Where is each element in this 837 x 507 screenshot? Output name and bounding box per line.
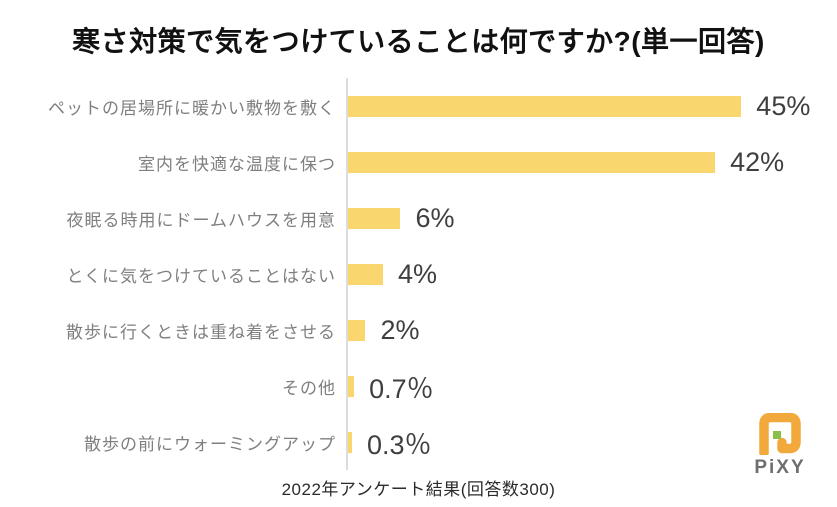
bar-area: 45% [346, 78, 837, 135]
category-label: ペットの居場所に暖かい敷物を敷く [48, 98, 336, 118]
category-label: 夜眠る時用にドームハウスを用意 [66, 210, 336, 230]
value-label: 45% [756, 90, 811, 121]
bar-area: 42% [346, 134, 837, 191]
source-note: 2022年アンケート結果(回答数300) [281, 480, 556, 500]
value-label: 0.7％ [369, 373, 434, 404]
bar-row: その他 0.7％ [0, 358, 837, 415]
bar-rows: ペットの居場所に暖かい敷物を敷く 45% 室内を快適な温度に保つ 42% 夜眠る… [0, 78, 837, 471]
bar-chart: ペットの居場所に暖かい敷物を敷く 45% 室内を快適な温度に保つ 42% 夜眠る… [0, 78, 837, 471]
category-label: 散歩の前にウォーミングアップ [84, 434, 336, 454]
bar-row: ペットの居場所に暖かい敷物を敷く 45% [0, 78, 837, 135]
logo-green-square [773, 431, 781, 439]
bar-row: 散歩の前にウォーミングアップ 0.3％ [0, 414, 837, 471]
value-label: 4% [397, 258, 437, 289]
value-label: 0.3％ [367, 429, 432, 460]
bar [348, 95, 742, 117]
category-label: 散歩に行くときは重ね着をさせる [66, 322, 336, 342]
pixy-logo: PiXY [745, 413, 815, 479]
bar-row: 夜眠る時用にドームハウスを用意 6% [0, 190, 837, 247]
value-label: 6% [415, 202, 455, 233]
bar [348, 207, 401, 229]
bar-area: 4% [346, 246, 837, 303]
bar [348, 375, 355, 397]
category-label: 室内を快適な温度に保つ [138, 154, 336, 174]
category-label: その他 [282, 378, 336, 398]
bar [348, 151, 716, 173]
bar-row: とくに気をつけていることはない 4% [0, 246, 837, 303]
bar [348, 263, 383, 285]
value-label: 42% [730, 146, 785, 177]
bar [348, 431, 352, 453]
bar-area: 0.3％ [346, 414, 837, 471]
pixy-logo-text: PiXY [754, 457, 806, 478]
bar [348, 319, 366, 341]
bar-row: 室内を快適な温度に保つ 42% [0, 134, 837, 191]
pixy-logo-mark [759, 413, 801, 455]
bar-area: 6% [346, 190, 837, 247]
value-label: 2% [380, 314, 420, 345]
chart-title: 寒さ対策で気をつけていることは何ですか?(単一回答) [72, 26, 765, 57]
bar-area: 0.7％ [346, 358, 837, 415]
bar-area: 2% [346, 302, 837, 359]
category-label: とくに気をつけていることはない [66, 266, 336, 286]
bar-row: 散歩に行くときは重ね着をさせる 2% [0, 302, 837, 359]
